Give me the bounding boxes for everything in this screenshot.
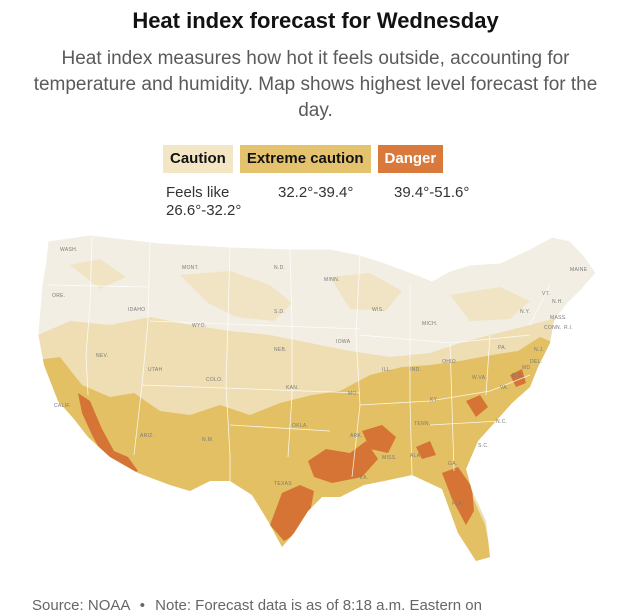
state-label-tx: TEXAS	[274, 481, 292, 487]
danger-zones	[78, 369, 526, 541]
state-label-nm: N.M.	[202, 437, 214, 443]
map-title: Heat index forecast for Wednesday	[132, 8, 499, 33]
footer-source: Source: NOAA	[32, 597, 130, 614]
state-label-mn: MINN.	[324, 277, 340, 283]
legend: Caution Extreme caution Danger	[163, 145, 444, 173]
state-label-me: MAINE	[570, 267, 588, 273]
state-label-nd: N.D.	[274, 265, 285, 271]
state-label-de: DEL.	[530, 359, 542, 365]
state-label-in: IND.	[410, 367, 421, 373]
state-label-ca: CALIF.	[54, 403, 71, 409]
legend-caution-range: Feels like 26.6°-32.2°	[166, 184, 241, 220]
state-label-wy: WYO.	[192, 323, 207, 329]
state-label-wv: W.VA.	[472, 375, 487, 381]
state-label-md: MD.	[522, 365, 532, 371]
state-label-al: ALA.	[410, 453, 422, 459]
legend-caution-range-line2: 26.6°-32.2°	[166, 202, 242, 219]
state-label-or: ORE.	[52, 293, 65, 299]
caution-patches-north	[70, 259, 530, 321]
state-label-ri: R.I.	[564, 325, 573, 331]
state-label-sc: S.C.	[478, 443, 489, 449]
state-label-ne: NEB.	[274, 347, 287, 353]
state-label-fl: FLA.	[452, 501, 464, 507]
state-label-mi: MICH.	[422, 321, 438, 327]
state-labels: WASH. ORE. CALIF. NEV. IDAHO MONT. WYO. …	[52, 247, 588, 507]
state-label-oh: OHIO	[442, 359, 456, 365]
us-heat-index-map: WASH. ORE. CALIF. NEV. IDAHO MONT. WYO. …	[37, 234, 597, 562]
state-label-ct: CONN.	[544, 325, 562, 331]
state-label-ok: OKLA.	[292, 423, 308, 429]
state-label-vt: VT.	[542, 291, 550, 297]
legend-danger-swatch: Danger	[377, 145, 444, 173]
legend-danger-range: 39.4°-51.6°	[394, 184, 470, 201]
state-label-id: IDAHO	[128, 307, 145, 313]
footer-note: Note: Forecast data is as of 8:18 a.m. E…	[155, 597, 482, 614]
legend-caution-range-line1: Feels like	[166, 184, 230, 201]
map-subtitle: Heat index measures how hot it feels out…	[33, 48, 598, 121]
state-boundaries	[47, 236, 551, 481]
bullet-separator: •	[139, 597, 145, 614]
legend-caution-swatch: Caution	[163, 145, 233, 173]
state-label-nj: N.J.	[534, 347, 544, 353]
state-label-ky: KY.	[430, 397, 438, 403]
state-label-wi: WIS.	[372, 307, 384, 313]
state-label-ia: IOWA	[336, 339, 351, 345]
footer: Source: NOAA • Note: Forecast data is as…	[32, 597, 631, 614]
state-label-pa: PA.	[498, 345, 507, 351]
state-label-ar: ARK.	[350, 433, 363, 439]
state-label-co: COLO.	[206, 377, 223, 383]
state-label-ut: UTAH	[148, 367, 163, 373]
state-label-nc: N.C.	[496, 419, 507, 425]
legend-extreme-caution-swatch: Extreme caution	[239, 145, 371, 173]
state-label-ga: GA.	[448, 461, 458, 467]
state-label-mo: MO.	[348, 391, 358, 397]
state-label-nh: N.H.	[552, 299, 563, 305]
state-label-dc: D.C.	[512, 373, 523, 379]
state-label-tn: TENN.	[414, 421, 431, 427]
state-label-va: VA.	[500, 385, 509, 391]
state-label-ks: KAN.	[286, 385, 299, 391]
state-label-nv: NEV.	[96, 353, 108, 359]
state-label-ny: N.Y.	[520, 309, 530, 315]
state-label-az: ARIZ.	[140, 433, 154, 439]
state-label-sd: S.D.	[274, 309, 285, 315]
state-label-wa: WASH.	[60, 247, 78, 253]
state-label-ma: MASS.	[550, 315, 567, 321]
legend-extreme-caution-range: 32.2°-39.4°	[278, 184, 354, 201]
state-label-mt: MONT.	[182, 265, 199, 271]
state-label-la: LA.	[360, 475, 368, 481]
state-label-il: ILL.	[382, 367, 392, 373]
state-label-ms: MISS.	[382, 455, 397, 461]
